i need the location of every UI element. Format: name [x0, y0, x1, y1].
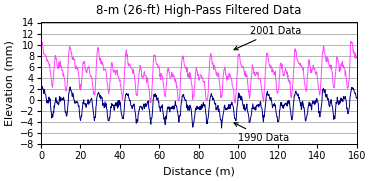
Y-axis label: Elevation (mm): Elevation (mm): [4, 41, 14, 126]
Text: 2001 Data: 2001 Data: [234, 26, 302, 50]
Title: 8-m (26-ft) High-Pass Filtered Data: 8-m (26-ft) High-Pass Filtered Data: [96, 4, 302, 17]
X-axis label: Distance (m): Distance (m): [163, 167, 235, 177]
Text: 1990 Data: 1990 Data: [234, 123, 289, 143]
